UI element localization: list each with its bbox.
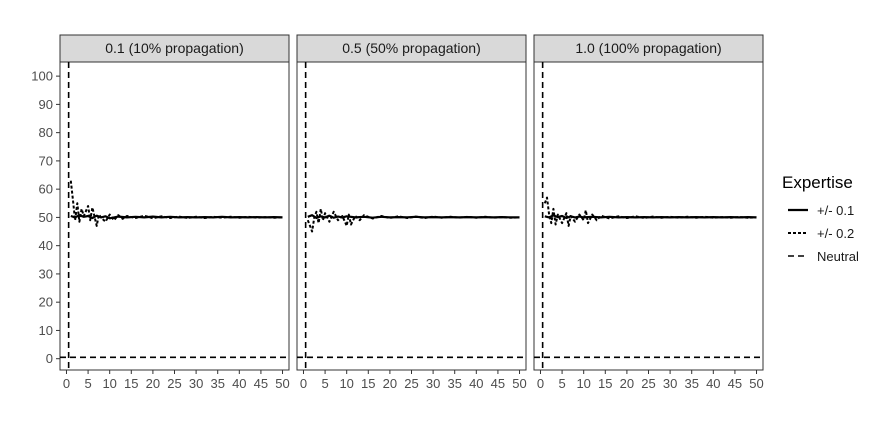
- x-tick-label: 10: [102, 376, 116, 391]
- x-tick-label: 30: [189, 376, 203, 391]
- x-tick-label: 30: [426, 376, 440, 391]
- y-tick-label: 20: [39, 295, 53, 310]
- x-tick-label: 25: [404, 376, 418, 391]
- x-tick-label: 25: [641, 376, 655, 391]
- facet-panels: 0.1 (10% propagation) 0.5 (50% propagatio…: [59, 34, 764, 371]
- legend-entry-label: +/- 0.1: [817, 203, 854, 218]
- x-tick-label: 40: [232, 376, 246, 391]
- y-tick-label: 90: [39, 97, 53, 112]
- facet-strip: [59, 34, 290, 63]
- series-line-dotted-dash: [306, 207, 520, 233]
- x-tick-label: 15: [361, 376, 375, 391]
- x-tick-label: 50: [275, 376, 289, 391]
- x-tick-label: 45: [491, 376, 505, 391]
- x-tick-label: 40: [469, 376, 483, 391]
- y-tick-label: 30: [39, 266, 53, 281]
- x-tick-label: 20: [146, 376, 160, 391]
- x-tick-label: 0: [63, 376, 70, 391]
- x-tick-label: 10: [339, 376, 353, 391]
- x-tick-label: 5: [321, 376, 328, 391]
- facet-strip-label: 1.0 (100% propagation): [575, 40, 721, 56]
- legend-title: Expertise: [782, 173, 853, 192]
- facet-panel: 0.5 (50% propagation): [296, 34, 527, 371]
- y-tick-label: 80: [39, 125, 53, 140]
- facet-strip: [296, 34, 527, 63]
- y-tick-label: 70: [39, 153, 53, 168]
- facet-strip-label: 0.1 (10% propagation): [105, 40, 244, 56]
- x-tick-label: 35: [210, 376, 224, 391]
- legend: Expertise +/- 0.1 +/- 0.2 Neutral: [782, 173, 859, 264]
- x-tick-label: 15: [598, 376, 612, 391]
- y-tick-label: 60: [39, 182, 53, 197]
- facet-panel: 0.1 (10% propagation): [59, 34, 290, 371]
- x-tick-label: 5: [84, 376, 91, 391]
- x-tick-label: 40: [706, 376, 720, 391]
- x-tick-label: 50: [749, 376, 763, 391]
- legend-entry-label: Neutral: [817, 249, 859, 264]
- legend-entry-label: +/- 0.2: [817, 226, 854, 241]
- x-tick-label: 50: [512, 376, 526, 391]
- y-tick-label: 40: [39, 238, 53, 253]
- axes: 0 5 10 15 20 25 30 35 40 45 5001020304050607080901…: [31, 69, 763, 391]
- series-line-solid: [307, 214, 520, 220]
- y-tick-label: 50: [39, 210, 53, 225]
- y-tick-label: 10: [39, 323, 53, 338]
- x-tick-label: 25: [167, 376, 181, 391]
- series-line-dotted-dash: [543, 196, 757, 227]
- facet-strip-label: 0.5 (50% propagation): [342, 40, 481, 56]
- series-line-dotted-dash: [69, 180, 283, 227]
- x-tick-label: 20: [383, 376, 397, 391]
- x-tick-label: 0: [300, 376, 307, 391]
- x-tick-label: 35: [684, 376, 698, 391]
- y-tick-label: 0: [46, 351, 53, 366]
- y-tick-label: 100: [31, 69, 53, 84]
- facet-strip: [533, 34, 764, 63]
- legend-entries: +/- 0.1 +/- 0.2 Neutral: [788, 203, 859, 264]
- x-tick-label: 10: [576, 376, 590, 391]
- x-tick-label: 35: [447, 376, 461, 391]
- x-tick-label: 5: [558, 376, 565, 391]
- x-tick-label: 30: [663, 376, 677, 391]
- x-tick-label: 0: [537, 376, 544, 391]
- x-tick-label: 20: [620, 376, 634, 391]
- x-tick-label: 45: [728, 376, 742, 391]
- panel-border: [533, 61, 764, 371]
- facet-panel: 1.0 (100% propagation): [533, 34, 764, 371]
- x-tick-label: 45: [254, 376, 268, 391]
- x-tick-label: 15: [124, 376, 138, 391]
